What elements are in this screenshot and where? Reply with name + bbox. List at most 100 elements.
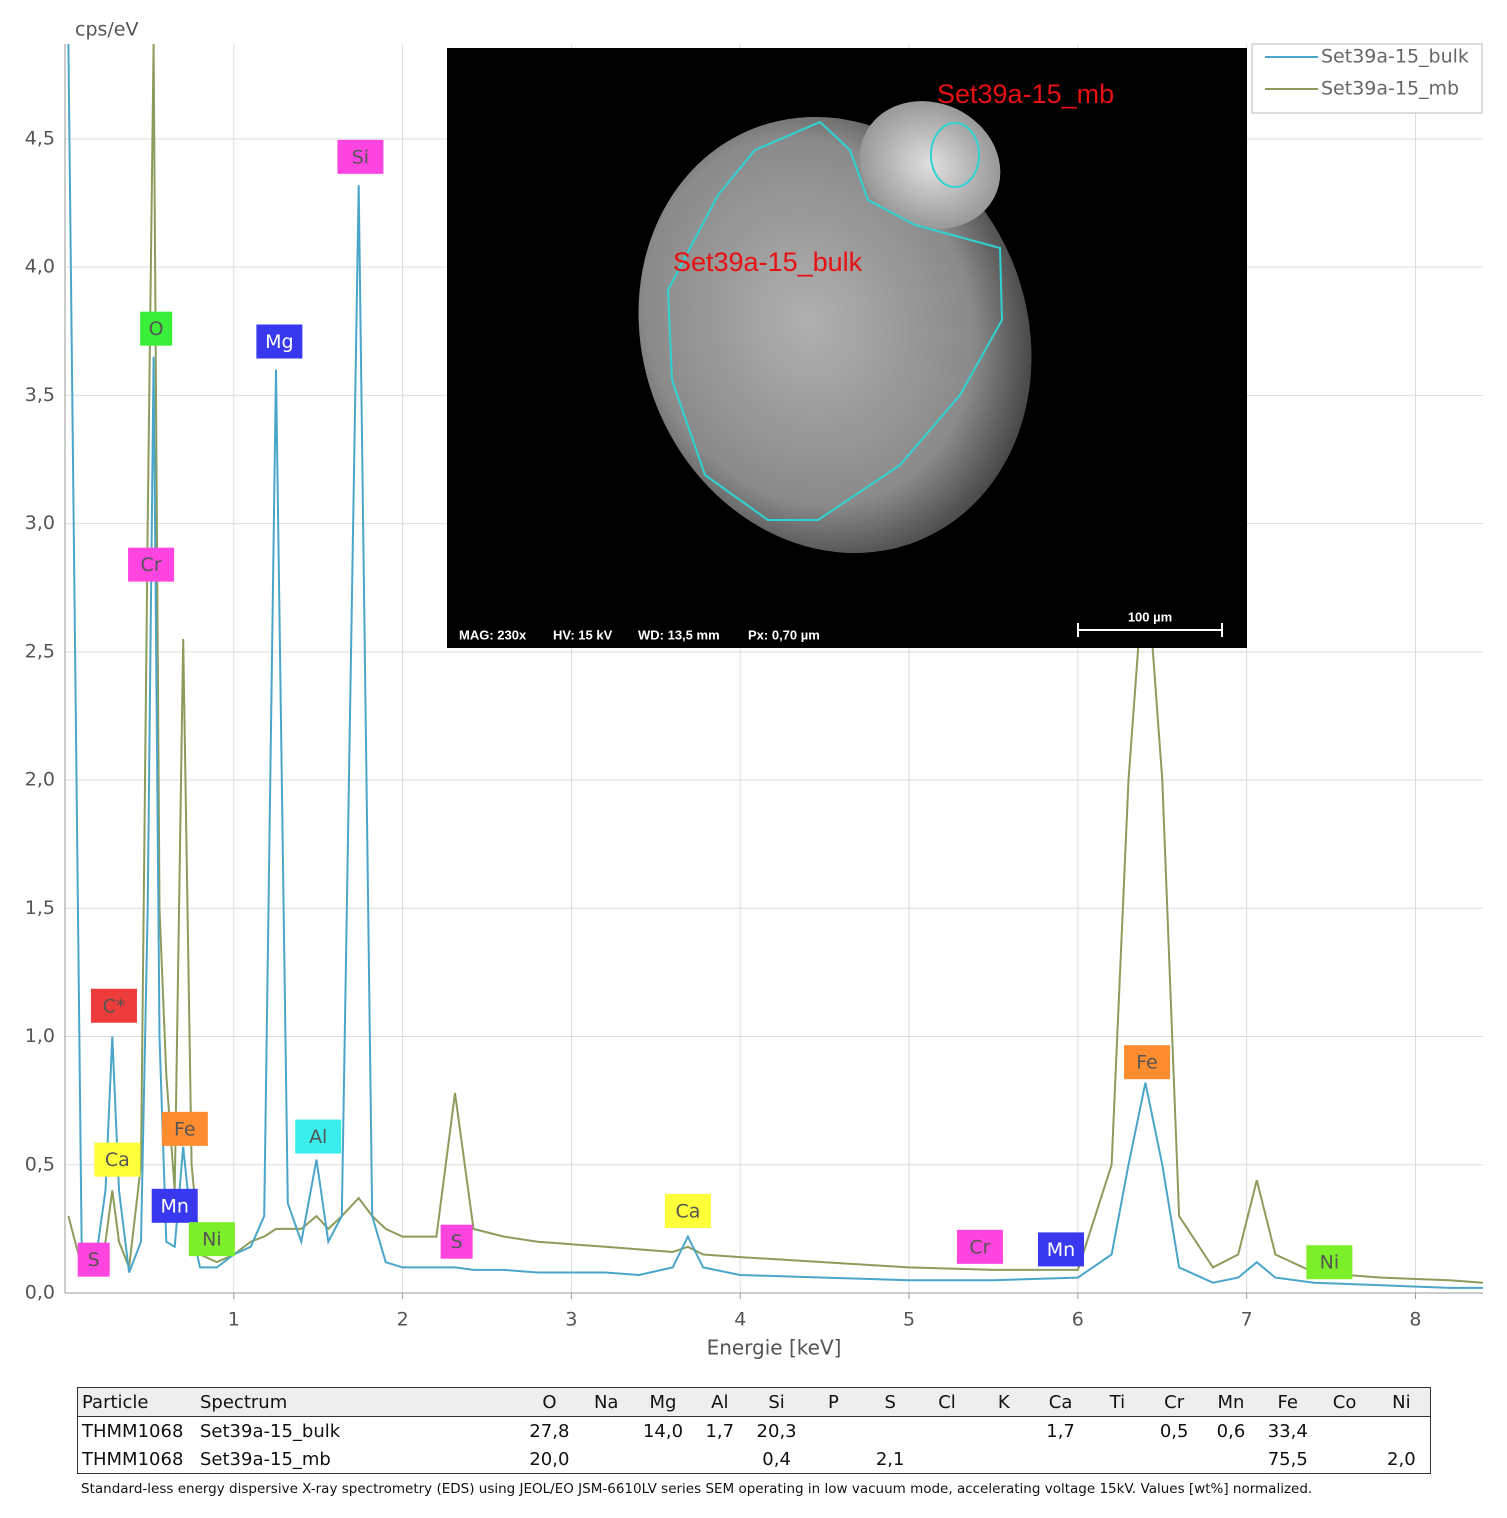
x-tick-label: 1: [228, 1309, 240, 1331]
element-label: Cr: [969, 1236, 990, 1258]
table-cell: Ni: [1372, 1387, 1431, 1417]
legend: Set39a-15_bulk Set39a-15_mb: [1251, 43, 1483, 114]
table-cell: [1089, 1445, 1146, 1474]
table-cell: Mg: [634, 1387, 692, 1417]
spectrum-line: [67, 43, 1483, 1289]
bulk-region: [666, 120, 1004, 521]
table-cell: [691, 1445, 748, 1474]
inset-info: HV: 15 kV: [553, 627, 613, 642]
element-label-box: [1124, 1045, 1171, 1080]
y-axis-label: cps/eV: [75, 19, 139, 41]
element-label-box: [161, 1111, 208, 1146]
element-label: Si: [352, 146, 369, 168]
element-label-box: [151, 1188, 198, 1223]
table-cell: 33,4: [1267, 1420, 1308, 1442]
table-cell: 75,5: [1267, 1448, 1308, 1470]
table-cell: 20,0: [529, 1448, 570, 1470]
element-label: Fe: [1136, 1052, 1158, 1074]
table-row: THMM1068 Set39a-15_bulk 27,8 14,0 1,7 20,3 1,7…: [78, 1417, 1431, 1446]
x-tick-label: 4: [734, 1309, 746, 1331]
scale-bar: [1077, 623, 1223, 637]
element-label-box: [140, 311, 173, 346]
y-tick-label: 3,0: [25, 512, 55, 534]
table-row: THMM1068 Set39a-15_mb 20,0 0,4 2,1 75,5 2,0: [78, 1445, 1431, 1474]
table-cell: Na: [577, 1387, 635, 1417]
table-cell: [1316, 1445, 1373, 1474]
table-cell: Ti: [1088, 1387, 1146, 1417]
element-label: Ca: [105, 1149, 130, 1171]
y-tick-label: 3,5: [25, 384, 55, 406]
legend-label: Set39a-15_mb: [1321, 78, 1459, 100]
table-cell: 0,4: [762, 1448, 791, 1470]
element-label-box: [440, 1224, 473, 1259]
inset-label: Set39a-15_bulk: [673, 247, 863, 277]
x-tick-label: 7: [1241, 1309, 1253, 1331]
inset-info: WD: 13,5 mm: [638, 627, 720, 642]
table-cell: 2,0: [1387, 1448, 1416, 1470]
table-cell: S: [861, 1387, 919, 1417]
element-label-box: [188, 1222, 235, 1257]
table-cell: Ca: [1032, 1387, 1089, 1417]
table-cell: [635, 1445, 692, 1474]
element-label-box: [77, 1242, 110, 1277]
table-cell: [919, 1445, 976, 1474]
x-tick-label: 6: [1072, 1309, 1084, 1331]
inset-info: Px: 0,70 µm: [748, 627, 820, 642]
chart: 0,0 0,5 1,0 1,5 2,0 2,5 3,0 3,5 4,0 4,5 1 2 3 4 5 6 7 8 C…: [25, 19, 1484, 1360]
mb-region: [930, 122, 980, 188]
table-cell: Si: [748, 1387, 805, 1417]
table-cell: 27,8: [529, 1420, 570, 1442]
caption: Standard-less energy dispersive X-ray sp…: [81, 1481, 1313, 1497]
y-tick-label: 1,5: [25, 897, 55, 919]
table-cell: [1203, 1445, 1260, 1474]
element-label: Mg: [265, 331, 293, 353]
table-cell: [1089, 1417, 1146, 1446]
table-cell: Cl: [918, 1387, 976, 1417]
table-cell: [805, 1417, 862, 1446]
element-label: Fe: [174, 1118, 196, 1140]
element-label: C*: [103, 995, 126, 1017]
table-cell: 14,0: [642, 1420, 684, 1442]
element-label-box: [956, 1229, 1003, 1264]
x-tick-label: 3: [565, 1309, 577, 1331]
table-cell: Cr: [1145, 1387, 1203, 1417]
table-cell: 2,1: [875, 1448, 905, 1470]
table-cell: O: [521, 1387, 578, 1417]
y-tick-label: 4,0: [25, 256, 55, 278]
legend-box: [1251, 43, 1483, 114]
table-cell: Mn: [1202, 1387, 1260, 1417]
table-cell: Al: [691, 1387, 749, 1417]
table-cell: Set39a-15_mb: [200, 1448, 331, 1470]
table-cell: [919, 1417, 976, 1446]
element-label: Mn: [1047, 1239, 1075, 1261]
element-label: Ni: [1320, 1252, 1340, 1274]
table-header: Particle Spectrum O Na Mg Al Si P S Cl K Ca Ti Cr Mn Fe…: [77, 1387, 1431, 1417]
table-cell: [805, 1445, 862, 1474]
table-cell: THMM1068: [82, 1448, 184, 1470]
table-cell: P: [804, 1387, 862, 1417]
y-tick-label: 0,0: [25, 1282, 55, 1304]
table-cell: Particle: [77, 1387, 196, 1417]
element-label: S: [451, 1231, 463, 1253]
y-tick-label: 4,5: [25, 127, 55, 149]
element-label: Mn: [161, 1195, 189, 1217]
table-cell: [578, 1417, 635, 1446]
table-cell: [1032, 1445, 1089, 1474]
x-tick-label: 8: [1409, 1309, 1421, 1331]
y-tick-label: 0,5: [25, 1153, 55, 1175]
table-cell: 1,7: [705, 1420, 735, 1442]
table-cell: Spectrum: [196, 1387, 521, 1417]
results-table: Particle Spectrum O Na Mg Al Si P S Cl K Ca Ti Cr Mn Fe…: [77, 1387, 1431, 1474]
x-tick-label: 2: [397, 1309, 409, 1331]
y-tick-label: 1,0: [25, 1025, 55, 1047]
scale-bar-label: 100 µm: [1128, 609, 1172, 624]
element-label-box: [295, 1119, 342, 1154]
table-cell: 20,3: [756, 1420, 797, 1442]
y-tick-label: 2,0: [25, 769, 55, 791]
element-label-box: [94, 1142, 141, 1177]
table-cell: [1146, 1445, 1203, 1474]
inset-info: MAG: 230x: [459, 627, 527, 642]
element-label-box: [664, 1193, 711, 1228]
table-cell: [578, 1445, 635, 1474]
